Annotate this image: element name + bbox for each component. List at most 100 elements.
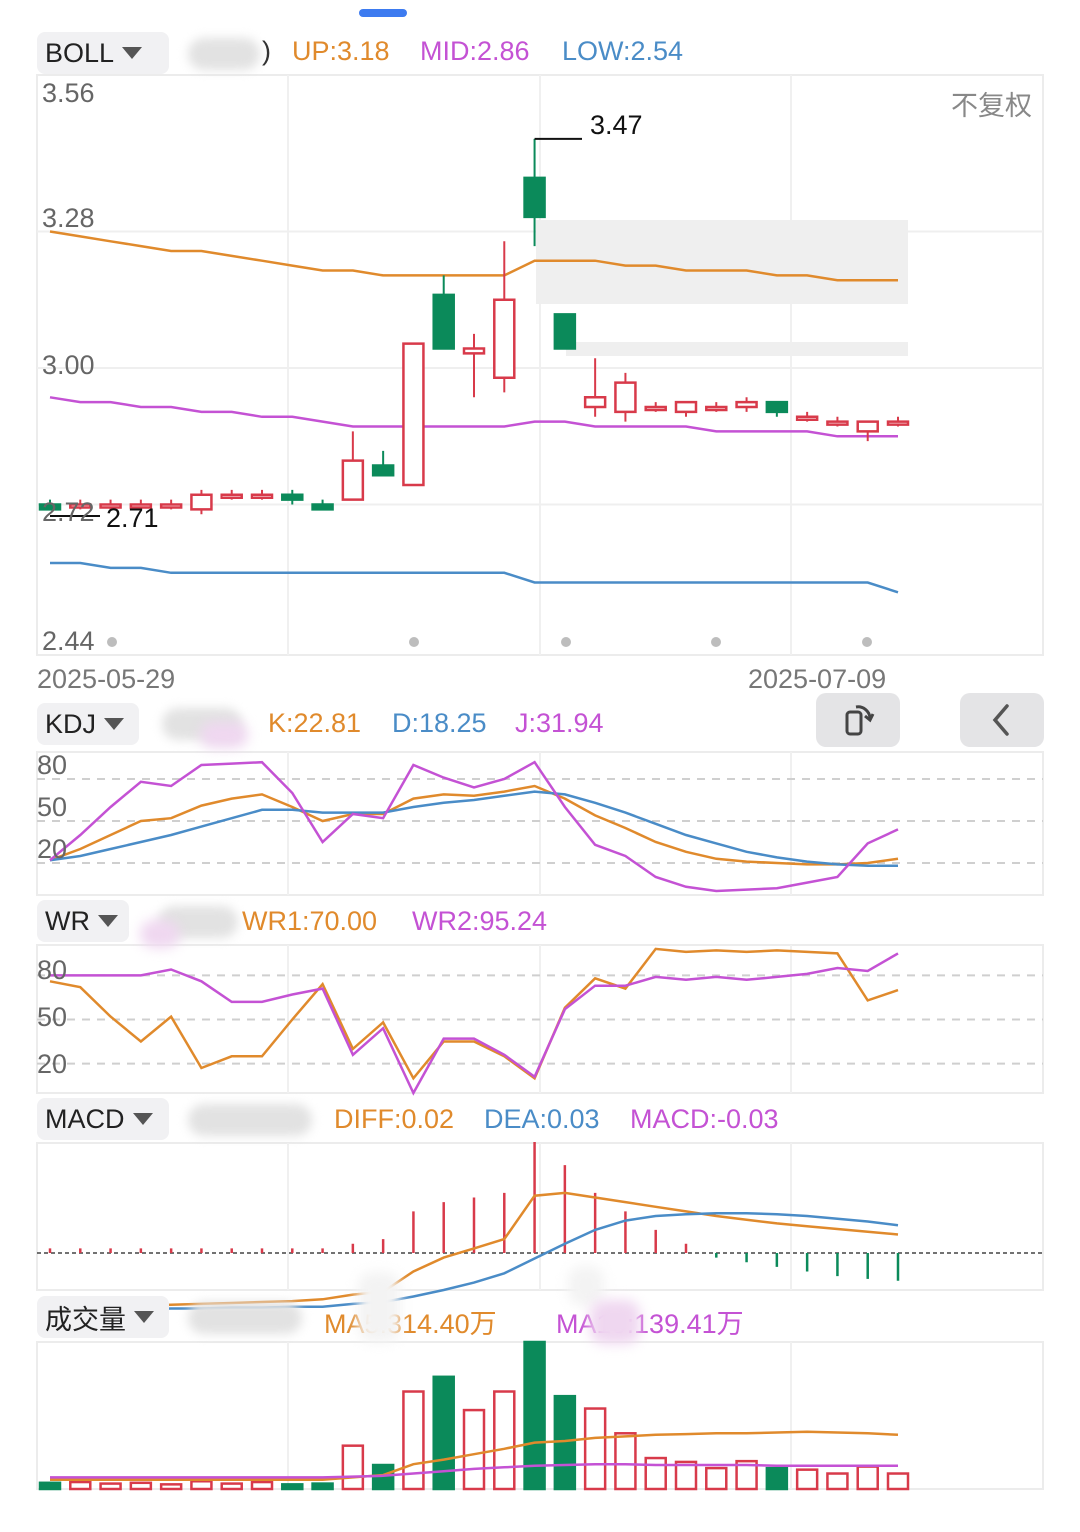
wr-tick-50: 50 xyxy=(37,1002,68,1032)
candle-up xyxy=(129,503,153,509)
kdj-k-line xyxy=(49,784,899,866)
macd-indicator-label: MACD xyxy=(45,1103,125,1134)
macd-dea-value: DEA:0.03 xyxy=(484,1104,600,1134)
volume-bar-down xyxy=(765,1466,789,1491)
blurred-params xyxy=(188,1104,312,1136)
boll-up-line xyxy=(49,230,898,282)
candle-up xyxy=(190,493,213,511)
boll-mid-line xyxy=(49,396,898,438)
candle-up xyxy=(493,298,516,379)
candle-down xyxy=(553,313,577,350)
boll-paren: ) xyxy=(262,36,271,66)
macd-diff-value: DIFF:0.02 xyxy=(334,1104,455,1134)
volume-bar-up xyxy=(159,1483,183,1491)
wr-tick-80: 80 xyxy=(37,955,68,985)
candle-down xyxy=(765,400,789,414)
volume-bar-up xyxy=(250,1480,274,1491)
wr-tick-20: 20 xyxy=(37,1049,68,1079)
kdj-d-line xyxy=(49,790,898,868)
candle-down xyxy=(432,293,455,350)
kdj-j-value: J:31.94 xyxy=(515,708,604,738)
volume-ma2-value: MA10:139.41万 xyxy=(556,1309,744,1339)
candle-up xyxy=(644,405,667,412)
macd-indicator-selector[interactable]: MACD xyxy=(37,1098,169,1140)
date-end-label: 2025-07-09 xyxy=(748,664,887,694)
volume-bar-up xyxy=(826,1472,849,1491)
candle-down xyxy=(38,503,62,511)
macd-macd-value: MACD:-0.03 xyxy=(630,1104,779,1134)
highlight-band-lower xyxy=(566,342,908,356)
blurred-params xyxy=(358,1272,400,1342)
kdj-tick-80: 80 xyxy=(37,750,68,780)
axis-dot-3 xyxy=(711,637,721,647)
candle-down xyxy=(523,176,546,219)
kdj-tick-20: 20 xyxy=(37,834,68,864)
candle-up xyxy=(250,493,274,499)
highlight-band-upper xyxy=(536,220,908,304)
blurred-params xyxy=(188,38,260,70)
candle-up xyxy=(462,347,486,355)
volume-bar-up xyxy=(69,1480,92,1491)
volume-bar-up xyxy=(795,1468,819,1491)
chevron-down-icon xyxy=(97,915,118,927)
kdj-indicator-selector[interactable]: KDJ xyxy=(37,703,139,745)
blurred-params xyxy=(140,920,180,948)
candle-up xyxy=(614,381,637,414)
boll-low-value: LOW:2.54 xyxy=(562,36,684,66)
volume-bar-up xyxy=(190,1480,213,1491)
volume-bar-up xyxy=(886,1472,910,1491)
blurred-params xyxy=(188,1302,302,1334)
volume-bar-up xyxy=(735,1459,758,1491)
volume-bar-down xyxy=(38,1481,62,1491)
boll-low-line xyxy=(50,561,899,594)
volume-bar-down xyxy=(523,1340,546,1491)
volume-bar-up xyxy=(99,1482,122,1491)
volume-bar-up xyxy=(856,1465,879,1491)
axis-dot-1 xyxy=(409,637,419,647)
volume-ma5-line xyxy=(50,1430,899,1481)
candle-up xyxy=(826,420,849,426)
chevron-down-icon xyxy=(134,1311,154,1323)
boll-indicator-selector[interactable]: BOLL xyxy=(37,32,169,74)
axis-dot-2 xyxy=(561,637,571,647)
boll-up-value: UP:3.18 xyxy=(292,36,390,66)
candle-down xyxy=(371,464,395,477)
wr2-value: WR2:95.24 xyxy=(412,906,548,936)
volume-bar-up xyxy=(705,1466,728,1491)
candle-up xyxy=(402,342,425,487)
wr-indicator-label: WR xyxy=(45,905,90,936)
volume-ma10-line xyxy=(50,1462,898,1479)
axis-dot-4 xyxy=(862,637,872,647)
candle-up xyxy=(69,503,92,509)
collapse-panel-button[interactable] xyxy=(960,693,1044,747)
candle-up xyxy=(735,400,758,409)
volume-bar-down xyxy=(281,1483,304,1491)
y-tick-2-72: 2.72 xyxy=(42,497,95,527)
drag-handle[interactable] xyxy=(359,9,407,17)
chevron-down-icon xyxy=(132,1113,153,1125)
volume-ma1-value: MA5:314.40万 xyxy=(324,1309,497,1339)
volume-bar-up xyxy=(583,1407,607,1491)
adjust-mode-label[interactable]: 不复权 xyxy=(951,91,1032,121)
candle-up xyxy=(99,503,122,509)
volume-bar-up xyxy=(341,1444,365,1491)
wr-wr1-line xyxy=(49,947,899,1081)
blurred-params xyxy=(200,722,248,748)
rotate-screen-button[interactable] xyxy=(816,693,900,747)
date-start-label: 2025-05-29 xyxy=(37,664,176,694)
candle-up xyxy=(856,420,879,433)
low-price-label: 2.71 xyxy=(106,503,159,533)
volume-bar-up xyxy=(493,1390,516,1491)
wr1-value: WR1:70.00 xyxy=(242,906,378,936)
candle-up xyxy=(705,405,728,412)
kdj-j-line xyxy=(49,760,899,893)
boll-mid-value: MID:2.86 xyxy=(420,36,530,66)
candle-up xyxy=(674,400,698,414)
volume-bar-up xyxy=(614,1432,637,1491)
volume-indicator-selector[interactable]: 成交量 xyxy=(37,1296,169,1338)
volume-bar-up xyxy=(220,1482,243,1491)
high-price-label: 3.47 xyxy=(590,110,643,140)
candle-down xyxy=(281,493,304,501)
wr-indicator-selector[interactable]: WR xyxy=(37,900,129,942)
